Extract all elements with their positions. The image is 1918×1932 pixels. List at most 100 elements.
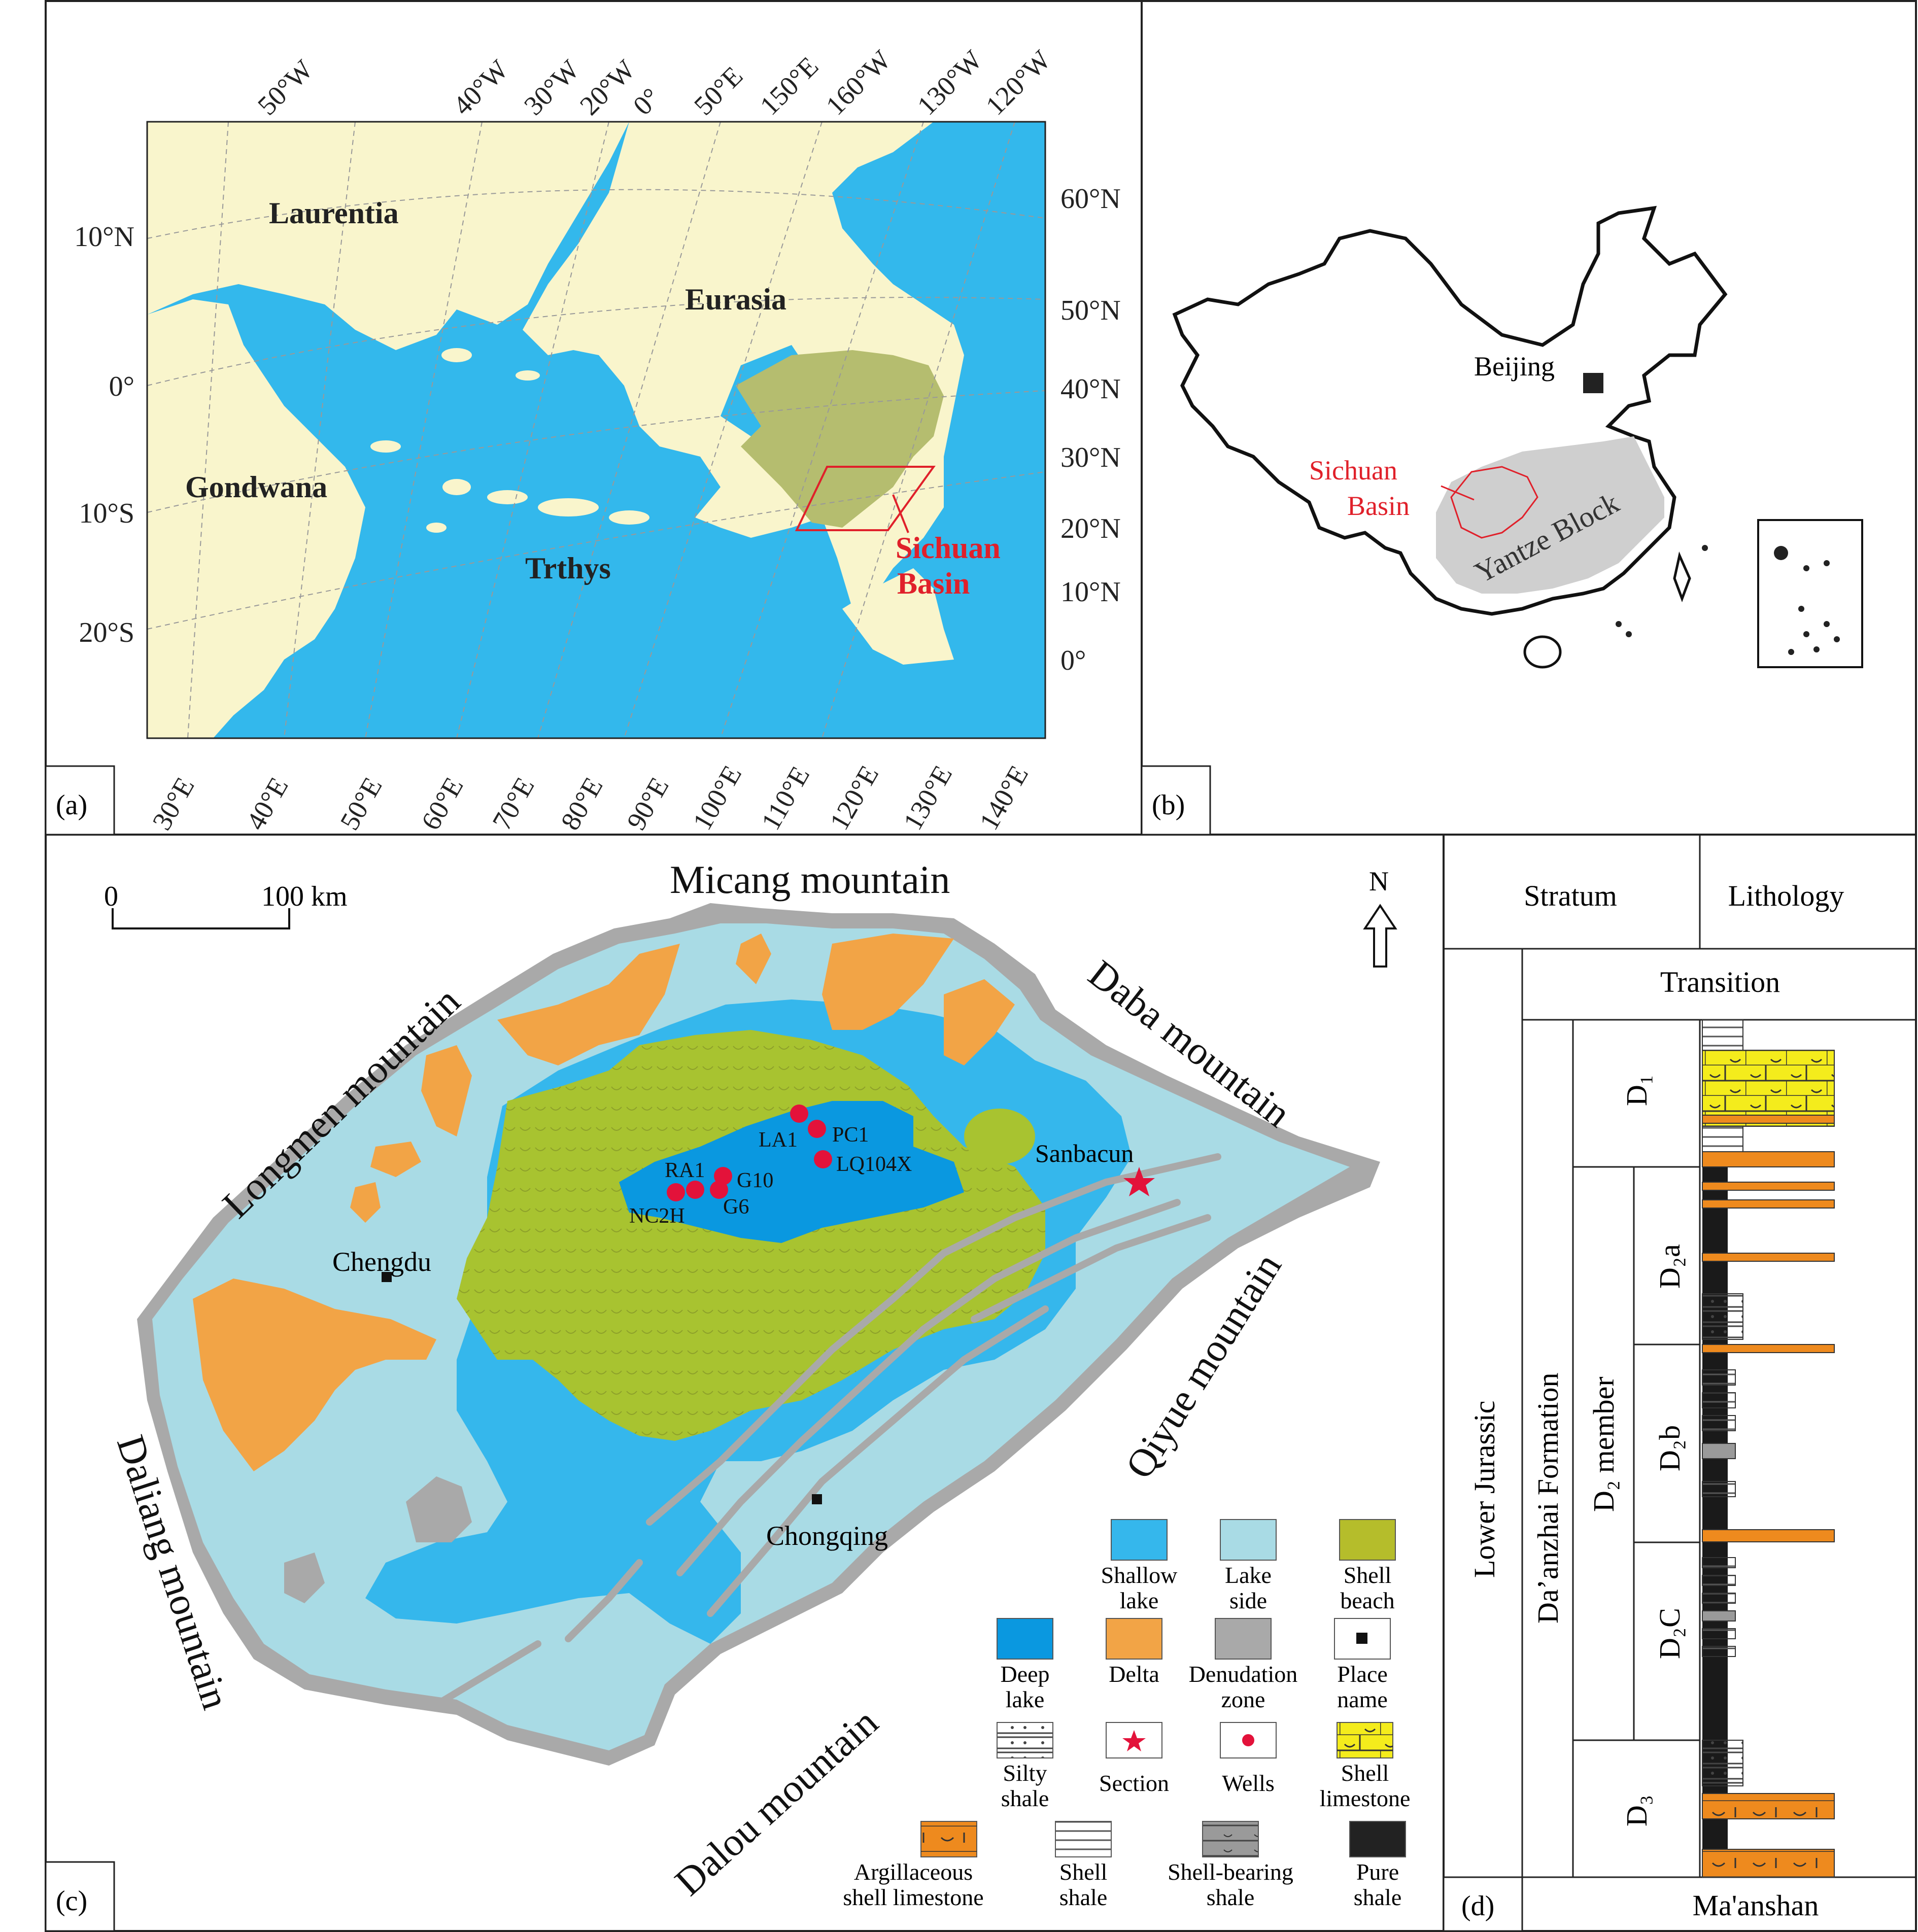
panel-d-label: (d) <box>1461 1890 1494 1922</box>
legend-swatch-denudation <box>1215 1618 1272 1660</box>
well-markers <box>667 1105 832 1201</box>
panel-a-world-map: Laurentia Eurasia Gondwana Trthys Sichua… <box>45 44 1121 836</box>
legend-swatch-wells <box>1220 1722 1277 1758</box>
lon-bot-9: 120°E <box>824 761 884 835</box>
chengdu-label: Chengdu <box>332 1247 431 1277</box>
paleo-lowland <box>736 350 944 528</box>
lat-right-4: 20°N <box>1060 513 1121 544</box>
lat-left-labels: 10°N 0° 10°S 20°S <box>74 221 134 648</box>
well-label-ra1: RA1 <box>665 1159 705 1182</box>
lon-top-3: 20°W <box>574 54 641 121</box>
sichuan-label-b2: Basin <box>1347 491 1410 521</box>
sichuan-basin-box <box>795 466 936 531</box>
panel-b-label: (b) <box>1152 789 1185 821</box>
unit-d1: D₁ <box>1620 1075 1653 1106</box>
legend-shelllime-2: limestone <box>1320 1785 1411 1811</box>
lithology-column <box>1702 1019 1835 1878</box>
formation-label: Da’anzhai Formation <box>1531 1373 1564 1624</box>
legend-swatch-section <box>1106 1722 1162 1758</box>
sichuan-arrow <box>1441 485 1475 501</box>
base-label: Ma'anshan <box>1693 1889 1819 1922</box>
legend-shallow-1: Shallow <box>1101 1562 1178 1588</box>
hainan <box>1523 635 1562 669</box>
lon-top-0: 50°W <box>252 54 319 121</box>
inset-islands <box>1616 545 1840 655</box>
shell-beach-patch <box>964 1109 1035 1164</box>
panel-a-label: (a) <box>56 789 87 821</box>
lon-top-1: 40°W <box>447 54 514 121</box>
deep-lake-area <box>619 1101 964 1243</box>
legend-section-1: Section <box>1099 1770 1169 1796</box>
chengdu-marker <box>382 1272 392 1282</box>
label-sichuan-a1: Sichuan <box>896 531 1001 565</box>
lon-bot-7: 100°E <box>687 761 747 835</box>
well-label-nc2h: NC2H <box>629 1204 685 1228</box>
lon-bot-10: 130°E <box>897 761 958 835</box>
taiwan <box>1673 551 1691 603</box>
label-gondwana: Gondwana <box>185 470 327 504</box>
legend-swatch-deep <box>997 1618 1053 1660</box>
legend-pure-2: shale <box>1354 1884 1402 1910</box>
lon-top-9: 120°W <box>980 44 1056 121</box>
well-label-la1: LA1 <box>759 1128 798 1152</box>
lon-top-labels: 50°W 40°W 30°W 20°W 0° 50°E 150°E 160°W … <box>252 44 1056 121</box>
legend-shelllime-1: Shell <box>1341 1760 1389 1786</box>
north-arrow <box>1363 904 1397 968</box>
well-la1 <box>790 1105 808 1123</box>
lat-left-2: 10°S <box>79 498 134 529</box>
section-label: Sanbacun <box>1035 1139 1134 1167</box>
scale-zero: 0 <box>104 881 118 912</box>
legend-shallow-2: lake <box>1120 1588 1159 1613</box>
lat-right-3: 30°N <box>1060 442 1121 473</box>
label-laurentia: Laurentia <box>269 196 399 230</box>
panel-frames <box>45 0 1917 1932</box>
lon-bot-6: 90°E <box>621 772 674 835</box>
landmass-east-peninsula <box>842 568 954 665</box>
well-g6 <box>710 1181 728 1199</box>
label-sichuan-a2: Basin <box>897 567 970 600</box>
unit-d3: D₃ <box>1620 1795 1653 1826</box>
landmass-gondwana <box>147 299 365 738</box>
well-nc2h <box>667 1183 685 1201</box>
unit-d2a: D₂a <box>1653 1244 1686 1289</box>
legend-swatch-pure <box>1349 1821 1406 1857</box>
legend-swatch-delta <box>1106 1618 1162 1660</box>
lon-bot-11: 140°E <box>973 761 1034 835</box>
lat-right-2: 40°N <box>1060 373 1121 405</box>
well-g10 <box>714 1167 732 1185</box>
legend-delta-1: Delta <box>1109 1661 1159 1687</box>
header-stratum: Stratum <box>1524 879 1617 912</box>
denudation-patch-2 <box>284 1552 325 1603</box>
legend-place-1: Place <box>1337 1661 1388 1687</box>
lat-right-6: 0° <box>1060 645 1086 676</box>
legend-silty-1: Silty <box>1003 1760 1047 1786</box>
sichuan-basin-outline <box>1450 466 1538 539</box>
label-dalou: Dalou mountain <box>666 1700 886 1904</box>
lat-left-1: 0° <box>109 371 134 402</box>
well-ra1 <box>686 1181 704 1199</box>
legend-pure-1: Pure <box>1356 1859 1399 1885</box>
panel-c-sichuan-map: Chengdu Chongqing LA1 PC1 LQ104X RA1 G10… <box>45 857 1411 1932</box>
denudation-patch <box>406 1476 472 1542</box>
denudation-ridges <box>433 1153 1221 1708</box>
landmass-laurentia <box>147 122 629 350</box>
lon-bot-5: 80°E <box>555 772 608 835</box>
panel-d-stratigraphic-column: Stratum Lithology Transition Lower Juras… <box>1443 835 1916 1932</box>
legend-argill-2: shell limestone <box>843 1884 983 1910</box>
lower-jurassic-label: Lower Jurassic <box>1468 1400 1501 1578</box>
panel-b-china-map: Beijing Sichuan Basin Yantze Block (b) <box>1141 205 1863 836</box>
legend-shellbearing-1: Shell-bearing <box>1168 1859 1293 1885</box>
legend-lakeside-1: Lake <box>1225 1562 1272 1588</box>
legend-shellbeach-1: Shell <box>1344 1562 1392 1588</box>
lat-right-labels: 60°N 50°N 40°N 30°N 20°N 10°N 0° <box>1060 183 1121 676</box>
transition-label: Transition <box>1660 965 1780 998</box>
panel-c-label: (c) <box>56 1885 87 1917</box>
basin-arrow <box>892 494 909 533</box>
lat-left-3: 20°S <box>79 617 134 648</box>
unit-d2c: D₂C <box>1653 1608 1686 1659</box>
legend: Shallow lake Lake side Shell beach Deep … <box>843 1519 1411 1910</box>
label-micang: Micang mountain <box>670 857 950 902</box>
islands <box>183 348 649 675</box>
lon-bot-0: 30°E <box>146 772 200 835</box>
legend-shellbearing-2: shale <box>1207 1884 1255 1910</box>
